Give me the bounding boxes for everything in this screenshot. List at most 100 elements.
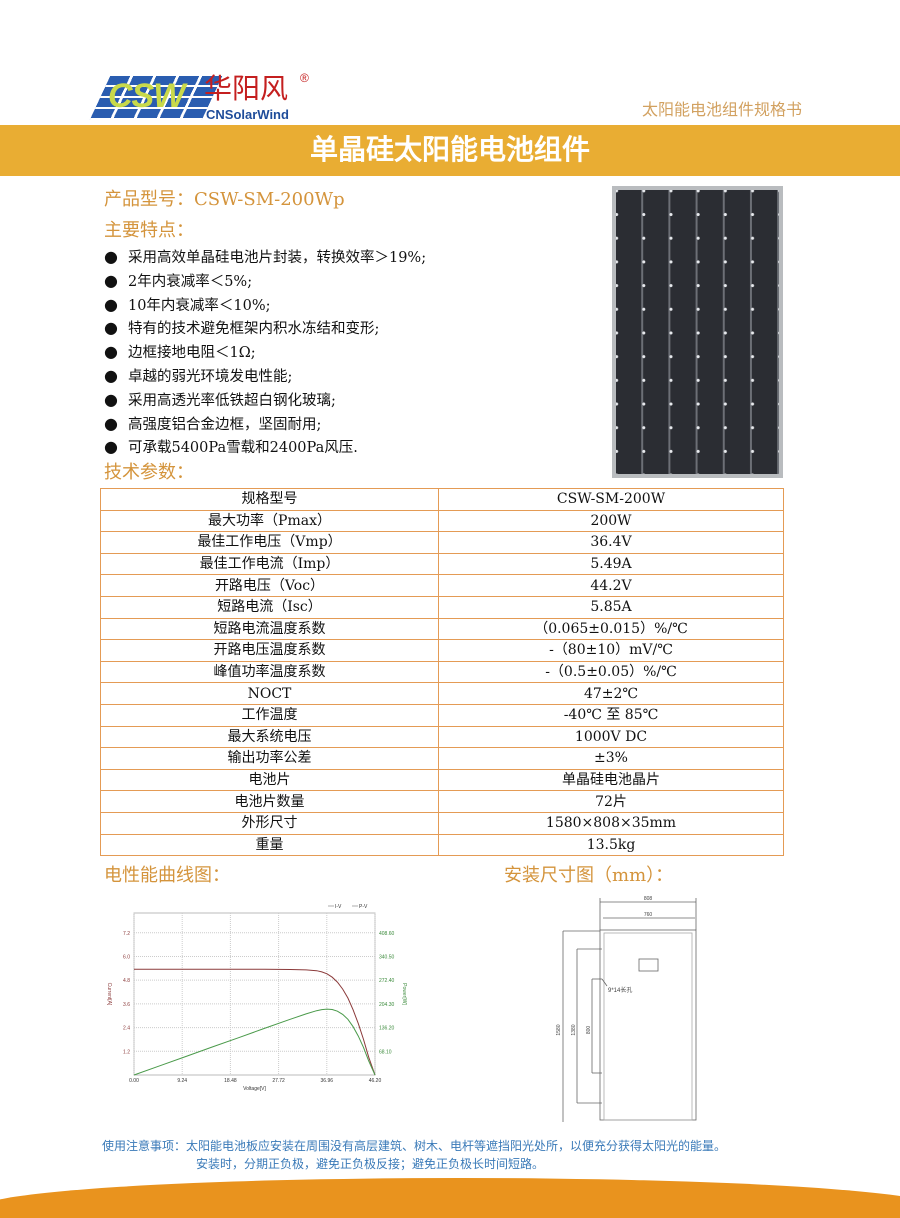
spec-value: ±3% <box>438 747 784 770</box>
solar-panel-image <box>612 186 783 478</box>
dim-length-mount: 1380 <box>571 1024 577 1035</box>
feature-item: 采用高透光率低铁超白钢化玻璃; <box>104 388 426 412</box>
spec-label: 输出功率公差 <box>100 747 439 770</box>
spec-value: 200W <box>438 509 784 533</box>
plot-area <box>133 912 376 1076</box>
legend-entry: P-V <box>359 904 368 910</box>
spec-value: 13.5kg <box>438 833 784 857</box>
y-tick-label: 1.2 <box>123 1049 130 1055</box>
registered-mark: ® <box>300 71 309 85</box>
table-row: 电池片数量 72片 <box>100 790 784 813</box>
y-tick-label: 3.6 <box>123 1002 130 1008</box>
spec-label: 短路电流温度系数 <box>100 617 439 641</box>
y2-tick-label: 68.10 <box>379 1049 392 1055</box>
install-heading: 安装尺寸图（mm）： <box>504 865 674 886</box>
spec-value: 1580×808×35mm <box>438 811 784 835</box>
logo-en-name: CNSolarWind <box>206 107 289 122</box>
spec-value: 单晶硅电池晶片 <box>438 768 784 792</box>
spec-value: -（0.5±0.05）%/℃ <box>438 660 784 684</box>
feature-item: 可承载5400Pa雪载和2400Pa风压. <box>104 435 426 459</box>
features-heading: 主要特点： <box>104 220 194 241</box>
table-row: 短路电流温度系数 （0.065±0.015）%/℃ <box>100 617 784 641</box>
panel-cells <box>616 190 779 474</box>
table-row: 最佳工作电流（Imp） 5.49A <box>100 552 784 576</box>
table-row: 开路电压（Voc） 44.2V <box>100 574 784 597</box>
dim-length-total: 1580 <box>556 1024 562 1035</box>
spec-label: 开路电压（Voc） <box>100 574 439 597</box>
spec-label: 短路电流（Isc） <box>100 595 439 619</box>
table-row: 输出功率公差 ±3% <box>100 747 784 770</box>
dim-width-inner: 760 <box>644 912 653 918</box>
table-row: 电池片 单晶硅电池晶片 <box>100 768 784 792</box>
legend-entry: I-V <box>335 904 342 910</box>
feature-item: 2年内衰减率＜5%; <box>104 269 426 293</box>
table-row: 工作温度 -40℃ 至 85℃ <box>100 703 784 727</box>
y2-axis-label: Power[W] <box>401 983 407 1005</box>
product-model: 产品型号：CSW-SM-200Wp <box>104 189 345 210</box>
features-list: 采用高效单晶硅电池片封装，转换效率＞19%;2年内衰减率＜5%;10年内衰减率＜… <box>104 245 426 459</box>
feature-item: 10年内衰减率＜10%; <box>104 293 426 317</box>
spec-value: 5.49A <box>438 552 784 576</box>
table-row: 重量 13.5kg <box>100 833 784 857</box>
table-row: 最佳工作电压（Vmp） 36.4V <box>100 531 784 554</box>
spec-label: 最大系统电压 <box>100 725 439 749</box>
spec-value: -40℃ 至 85℃ <box>438 703 784 727</box>
spec-value: CSW-SM-200W <box>438 488 784 511</box>
feature-item: 特有的技术避免框架内积水冻结和变形; <box>104 316 426 340</box>
usage-note: 使用注意事项：太阳能电池板应安装在周围没有高层建筑、树木、电杆等遮挡阳光处所，以… <box>102 1137 726 1173</box>
spec-label: 规格型号 <box>100 488 439 511</box>
feature-item: 边框接地电阻＜1Ω; <box>104 340 426 364</box>
x-axis-label: Voltage[V] <box>243 1086 266 1092</box>
table-row: 外形尺寸 1580×808×35mm <box>100 811 784 835</box>
spec-value: 44.2V <box>438 574 784 597</box>
y2-tick-label: 272.40 <box>379 978 395 984</box>
y2-tick-label: 340.50 <box>379 954 395 960</box>
dim-length-inner: 800 <box>586 1026 592 1035</box>
y2-tick-label: 136.20 <box>379 1026 395 1032</box>
y-tick-label: 4.8 <box>123 978 130 984</box>
y2-tick-label: 408.60 <box>379 931 395 937</box>
spec-value: 1000V DC <box>438 725 784 749</box>
feature-item: 卓越的弱光环境发电性能; <box>104 364 426 388</box>
spec-label: NOCT <box>100 682 439 705</box>
curve-heading: 电性能曲线图： <box>104 865 230 886</box>
table-row: 最大系统电压 1000V DC <box>100 725 784 749</box>
x-tick-label: 46.20 <box>369 1078 382 1084</box>
y-tick-label: 2.4 <box>123 1026 130 1032</box>
spec-value: -（80±10）mV/℃ <box>438 639 784 662</box>
table-row: 峰值功率温度系数 -（0.5±0.05）%/℃ <box>100 660 784 684</box>
x-tick-label: 27.72 <box>272 1078 285 1084</box>
page-title: 单晶硅太阳能电池组件 <box>309 133 590 166</box>
spec-label: 最大功率（Pmax） <box>100 509 439 533</box>
x-tick-label: 9.24 <box>177 1078 187 1084</box>
panel-inner-outline <box>603 932 693 1121</box>
feature-item: 高强度铝合金边框，坚固耐用; <box>104 412 426 436</box>
logo-mark: CSW <box>108 77 185 115</box>
document-type: 太阳能电池组件规格书 <box>641 100 802 119</box>
spec-label: 开路电压温度系数 <box>100 639 439 662</box>
spec-value: 36.4V <box>438 531 784 554</box>
spec-label: 最佳工作电流（Imp） <box>100 552 439 576</box>
series-line-i-v <box>134 968 376 1076</box>
y-axis-label: Current[A] <box>106 983 112 1006</box>
y2-tick-label: 204.30 <box>379 1002 395 1008</box>
company-logo: CSW 华阳风 ® CNSolarWind <box>89 71 315 122</box>
iv-pv-chart: 0.00 9.24 18.48 27.72 36.96 46.20 1.2 2.4 3.6 4.8… <box>106 904 407 1092</box>
note-line-1: 使用注意事项：太阳能电池板应安装在周围没有高层建筑、树木、电杆等遮挡阳光处所，以… <box>102 1139 727 1153</box>
logo-cn-name: 华阳风 <box>204 72 289 105</box>
table-row: 开路电压温度系数 -（80±10）mV/℃ <box>100 639 784 662</box>
spec-label: 重量 <box>100 833 439 857</box>
spec-label: 电池片数量 <box>100 790 439 813</box>
spec-value: （0.065±0.015）%/℃ <box>438 617 784 641</box>
footer-swoosh <box>0 1178 900 1218</box>
hole-label: 9*14长孔 <box>608 986 632 994</box>
note-line-2: 安装时，分期正负极，避免正负极反接；避免正负极长时间短路。 <box>196 1157 545 1171</box>
table-row: 短路电流（Isc） 5.85A <box>100 595 784 619</box>
x-tick-label: 0.00 <box>129 1078 139 1084</box>
tech-heading: 技术参数： <box>104 462 194 483</box>
table-row: 最大功率（Pmax） 200W <box>100 509 784 533</box>
table-row: NOCT 47±2℃ <box>100 682 784 705</box>
spec-value: 47±2℃ <box>438 682 784 705</box>
spec-label: 最佳工作电压（Vmp） <box>100 531 439 554</box>
feature-item: 采用高效单晶硅电池片封装，转换效率＞19%; <box>104 245 426 269</box>
